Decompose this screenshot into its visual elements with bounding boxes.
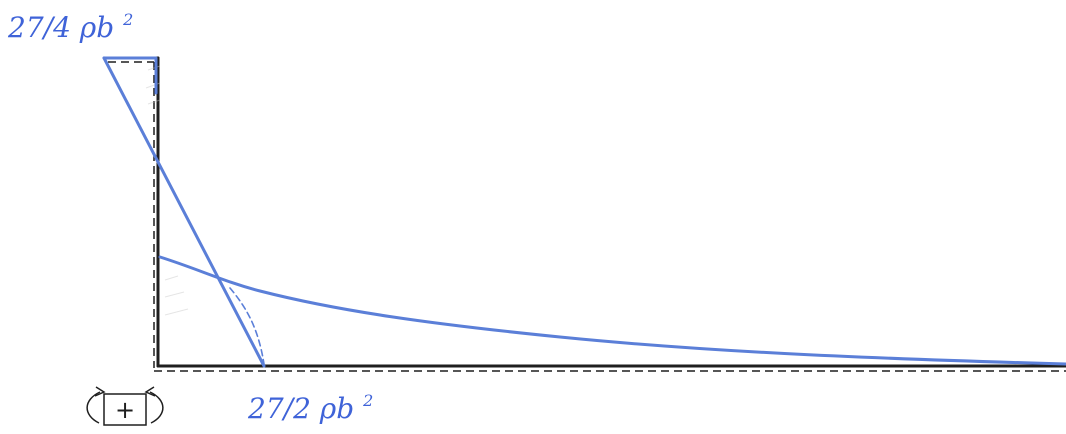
right-arrowhead bbox=[144, 386, 156, 397]
plus-box bbox=[103, 393, 147, 426]
structure-frame bbox=[103, 56, 1066, 368]
top-power-label: 2 bbox=[122, 10, 133, 29]
top-value-label: 27/4 bbox=[7, 11, 71, 44]
hatch-area bbox=[145, 65, 189, 316]
steep-diagram-line bbox=[102, 56, 266, 368]
top-triangle bbox=[102, 56, 158, 95]
bottom-power-label: 2 bbox=[362, 391, 373, 410]
left-rotation-arrow bbox=[86, 391, 101, 424]
svg-text:27/2 ρb 2: 27/2 ρb 2 bbox=[247, 391, 373, 425]
right-rotation-arrow bbox=[149, 391, 164, 424]
top-symbol-label: ρb bbox=[79, 11, 114, 44]
moment-icon: + bbox=[86, 386, 164, 426]
dashed-reference bbox=[108, 61, 1066, 372]
small-dashed-curve bbox=[229, 287, 265, 365]
moment-lines bbox=[102, 56, 1066, 368]
left-arrowhead bbox=[94, 386, 106, 397]
bottom-symbol-label: ρb bbox=[319, 392, 354, 425]
curved-diagram-line bbox=[158, 255, 1066, 366]
plus-symbol: + bbox=[115, 396, 135, 424]
bottom-value-label: 27/2 bbox=[247, 392, 311, 425]
svg-text:27/4 ρb 2: 27/4 ρb 2 bbox=[7, 10, 133, 44]
moment-labels: 27/4 ρb 2 27/2 ρb 2 bbox=[7, 10, 373, 425]
